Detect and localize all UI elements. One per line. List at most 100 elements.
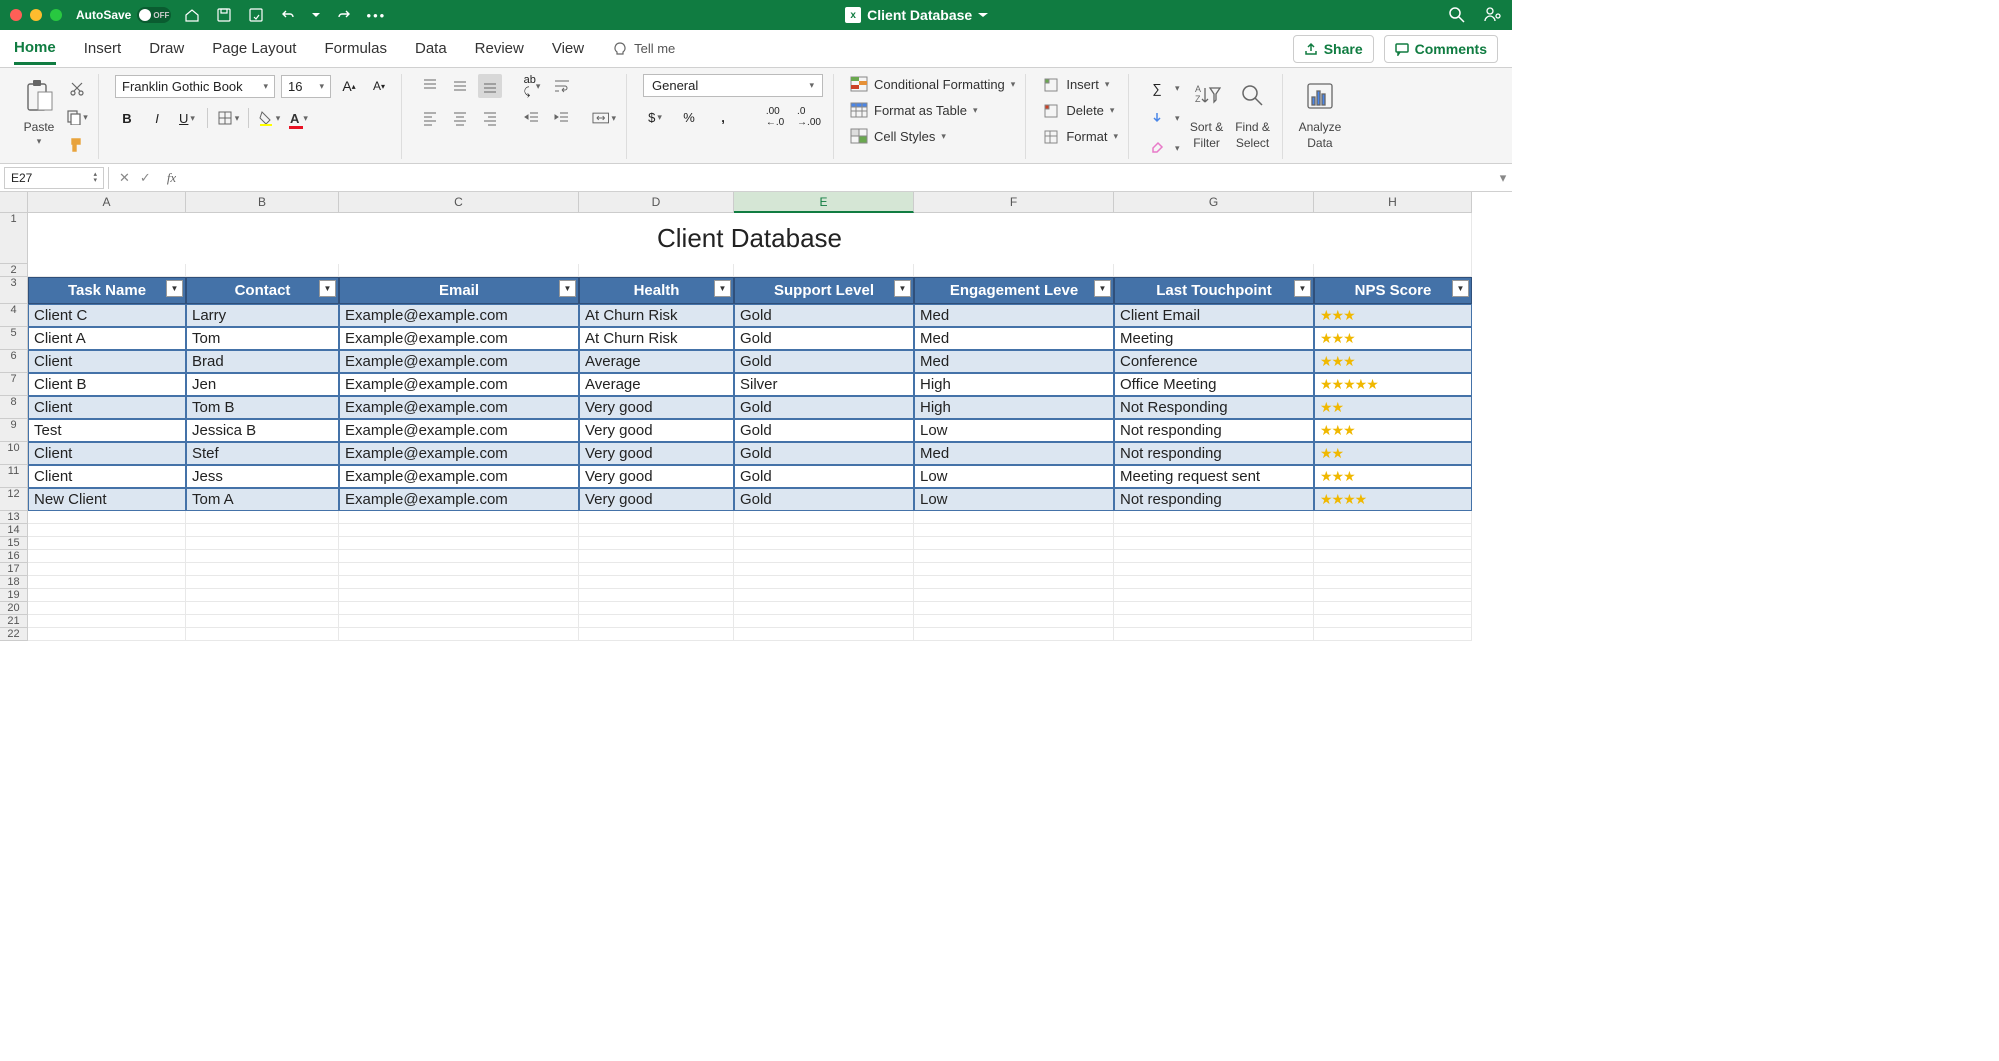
increase-decimal-icon[interactable]: .00←.0 bbox=[763, 105, 787, 129]
table-header[interactable]: Contact▼ bbox=[186, 277, 339, 304]
cell[interactable]: Gold bbox=[734, 419, 914, 442]
cell[interactable]: Office Meeting bbox=[1114, 373, 1314, 396]
cell[interactable]: Jen bbox=[186, 373, 339, 396]
cell[interactable] bbox=[1314, 615, 1472, 628]
cell[interactable] bbox=[1114, 550, 1314, 563]
tab-page-layout[interactable]: Page Layout bbox=[212, 34, 296, 63]
cut-icon[interactable] bbox=[66, 78, 88, 100]
filter-button[interactable]: ▼ bbox=[714, 280, 731, 297]
cell[interactable] bbox=[734, 537, 914, 550]
cell[interactable] bbox=[1314, 537, 1472, 550]
increase-indent-icon[interactable] bbox=[550, 106, 574, 130]
merge-icon[interactable]: ▾ bbox=[592, 106, 616, 130]
cell[interactable]: Med bbox=[914, 350, 1114, 373]
comments-button[interactable]: Comments bbox=[1384, 35, 1498, 63]
cell[interactable]: Client C bbox=[28, 304, 186, 327]
cell[interactable]: Tom A bbox=[186, 488, 339, 511]
select-all-corner[interactable] bbox=[0, 192, 28, 213]
table-header[interactable]: Task Name▼ bbox=[28, 277, 186, 304]
decrease-font-icon[interactable]: A▾ bbox=[367, 74, 391, 98]
cell[interactable] bbox=[339, 589, 579, 602]
accept-formula-icon[interactable]: ✓ bbox=[140, 170, 151, 186]
cell[interactable] bbox=[734, 576, 914, 589]
cell[interactable]: Larry bbox=[186, 304, 339, 327]
cell[interactable] bbox=[734, 589, 914, 602]
autosave-icon[interactable] bbox=[247, 6, 265, 24]
cell[interactable] bbox=[186, 550, 339, 563]
cell[interactable]: ★★★ bbox=[1314, 419, 1472, 442]
cell[interactable] bbox=[579, 615, 734, 628]
cell[interactable]: ★★★ bbox=[1314, 465, 1472, 488]
cell[interactable] bbox=[1314, 576, 1472, 589]
filter-button[interactable]: ▼ bbox=[1094, 280, 1111, 297]
cell[interactable]: Example@example.com bbox=[339, 442, 579, 465]
cell[interactable] bbox=[1314, 550, 1472, 563]
cell[interactable]: Brad bbox=[186, 350, 339, 373]
cell[interactable] bbox=[914, 615, 1114, 628]
cell[interactable]: At Churn Risk bbox=[579, 304, 734, 327]
cell[interactable]: ★★★★★ bbox=[1314, 373, 1472, 396]
table-header[interactable]: Email▼ bbox=[339, 277, 579, 304]
fill-icon[interactable] bbox=[1145, 106, 1169, 130]
percent-icon[interactable]: % bbox=[677, 105, 701, 129]
align-right-icon[interactable] bbox=[478, 106, 502, 130]
analyze-data-button[interactable]: AnalyzeData bbox=[1299, 74, 1342, 150]
cell[interactable] bbox=[1314, 511, 1472, 524]
row-header-5[interactable]: 5 bbox=[0, 327, 28, 350]
col-header-B[interactable]: B bbox=[186, 192, 339, 213]
row-header-8[interactable]: 8 bbox=[0, 396, 28, 419]
cell[interactable] bbox=[1114, 563, 1314, 576]
filter-button[interactable]: ▼ bbox=[559, 280, 576, 297]
cell[interactable] bbox=[1314, 602, 1472, 615]
cell[interactable] bbox=[914, 511, 1114, 524]
underline-button[interactable]: U▾ bbox=[175, 106, 199, 130]
cell[interactable]: Gold bbox=[734, 304, 914, 327]
cell[interactable] bbox=[28, 511, 186, 524]
cell[interactable] bbox=[1114, 602, 1314, 615]
cell[interactable]: Gold bbox=[734, 488, 914, 511]
cell[interactable] bbox=[914, 589, 1114, 602]
cell[interactable]: Gold bbox=[734, 465, 914, 488]
cell[interactable]: Med bbox=[914, 304, 1114, 327]
wrap-text-icon[interactable] bbox=[550, 74, 574, 98]
cell[interactable]: Very good bbox=[579, 442, 734, 465]
cell[interactable] bbox=[28, 550, 186, 563]
cell[interactable]: Client bbox=[28, 465, 186, 488]
row-header-10[interactable]: 10 bbox=[0, 442, 28, 465]
cell[interactable] bbox=[734, 628, 914, 641]
cell[interactable]: Example@example.com bbox=[339, 304, 579, 327]
number-format-select[interactable]: General▾ bbox=[643, 74, 823, 97]
table-header[interactable]: Last Touchpoint▼ bbox=[1114, 277, 1314, 304]
cell[interactable] bbox=[914, 602, 1114, 615]
cell[interactable] bbox=[339, 576, 579, 589]
cell[interactable] bbox=[339, 563, 579, 576]
row-header-22[interactable]: 22 bbox=[0, 628, 28, 641]
cell[interactable] bbox=[28, 602, 186, 615]
bold-button[interactable]: B bbox=[115, 106, 139, 130]
cell[interactable]: Example@example.com bbox=[339, 350, 579, 373]
row-header-7[interactable]: 7 bbox=[0, 373, 28, 396]
cell[interactable]: ★★★ bbox=[1314, 304, 1472, 327]
currency-icon[interactable]: $▾ bbox=[643, 105, 667, 129]
font-size-select[interactable]: 16▾ bbox=[281, 75, 331, 98]
cell[interactable] bbox=[1114, 537, 1314, 550]
filter-button[interactable]: ▼ bbox=[1294, 280, 1311, 297]
cell[interactable]: Example@example.com bbox=[339, 373, 579, 396]
cell[interactable]: ★★ bbox=[1314, 442, 1472, 465]
row-header-2[interactable]: 2 bbox=[0, 264, 28, 277]
align-left-icon[interactable] bbox=[418, 106, 442, 130]
cell[interactable] bbox=[339, 511, 579, 524]
col-header-F[interactable]: F bbox=[914, 192, 1114, 213]
row-header-13[interactable]: 13 bbox=[0, 511, 28, 524]
decrease-decimal-icon[interactable]: .0→.00 bbox=[797, 105, 821, 129]
cell[interactable]: Not responding bbox=[1114, 419, 1314, 442]
cell[interactable] bbox=[734, 563, 914, 576]
cell[interactable] bbox=[579, 537, 734, 550]
cell[interactable]: New Client bbox=[28, 488, 186, 511]
fx-label[interactable]: fx bbox=[161, 170, 182, 186]
spreadsheet-grid[interactable]: ABCDEFGH1Client Database23Task Name▼Cont… bbox=[0, 192, 1512, 641]
undo-menu[interactable] bbox=[311, 6, 321, 24]
cell[interactable] bbox=[914, 524, 1114, 537]
cell[interactable] bbox=[339, 628, 579, 641]
col-header-G[interactable]: G bbox=[1114, 192, 1314, 213]
